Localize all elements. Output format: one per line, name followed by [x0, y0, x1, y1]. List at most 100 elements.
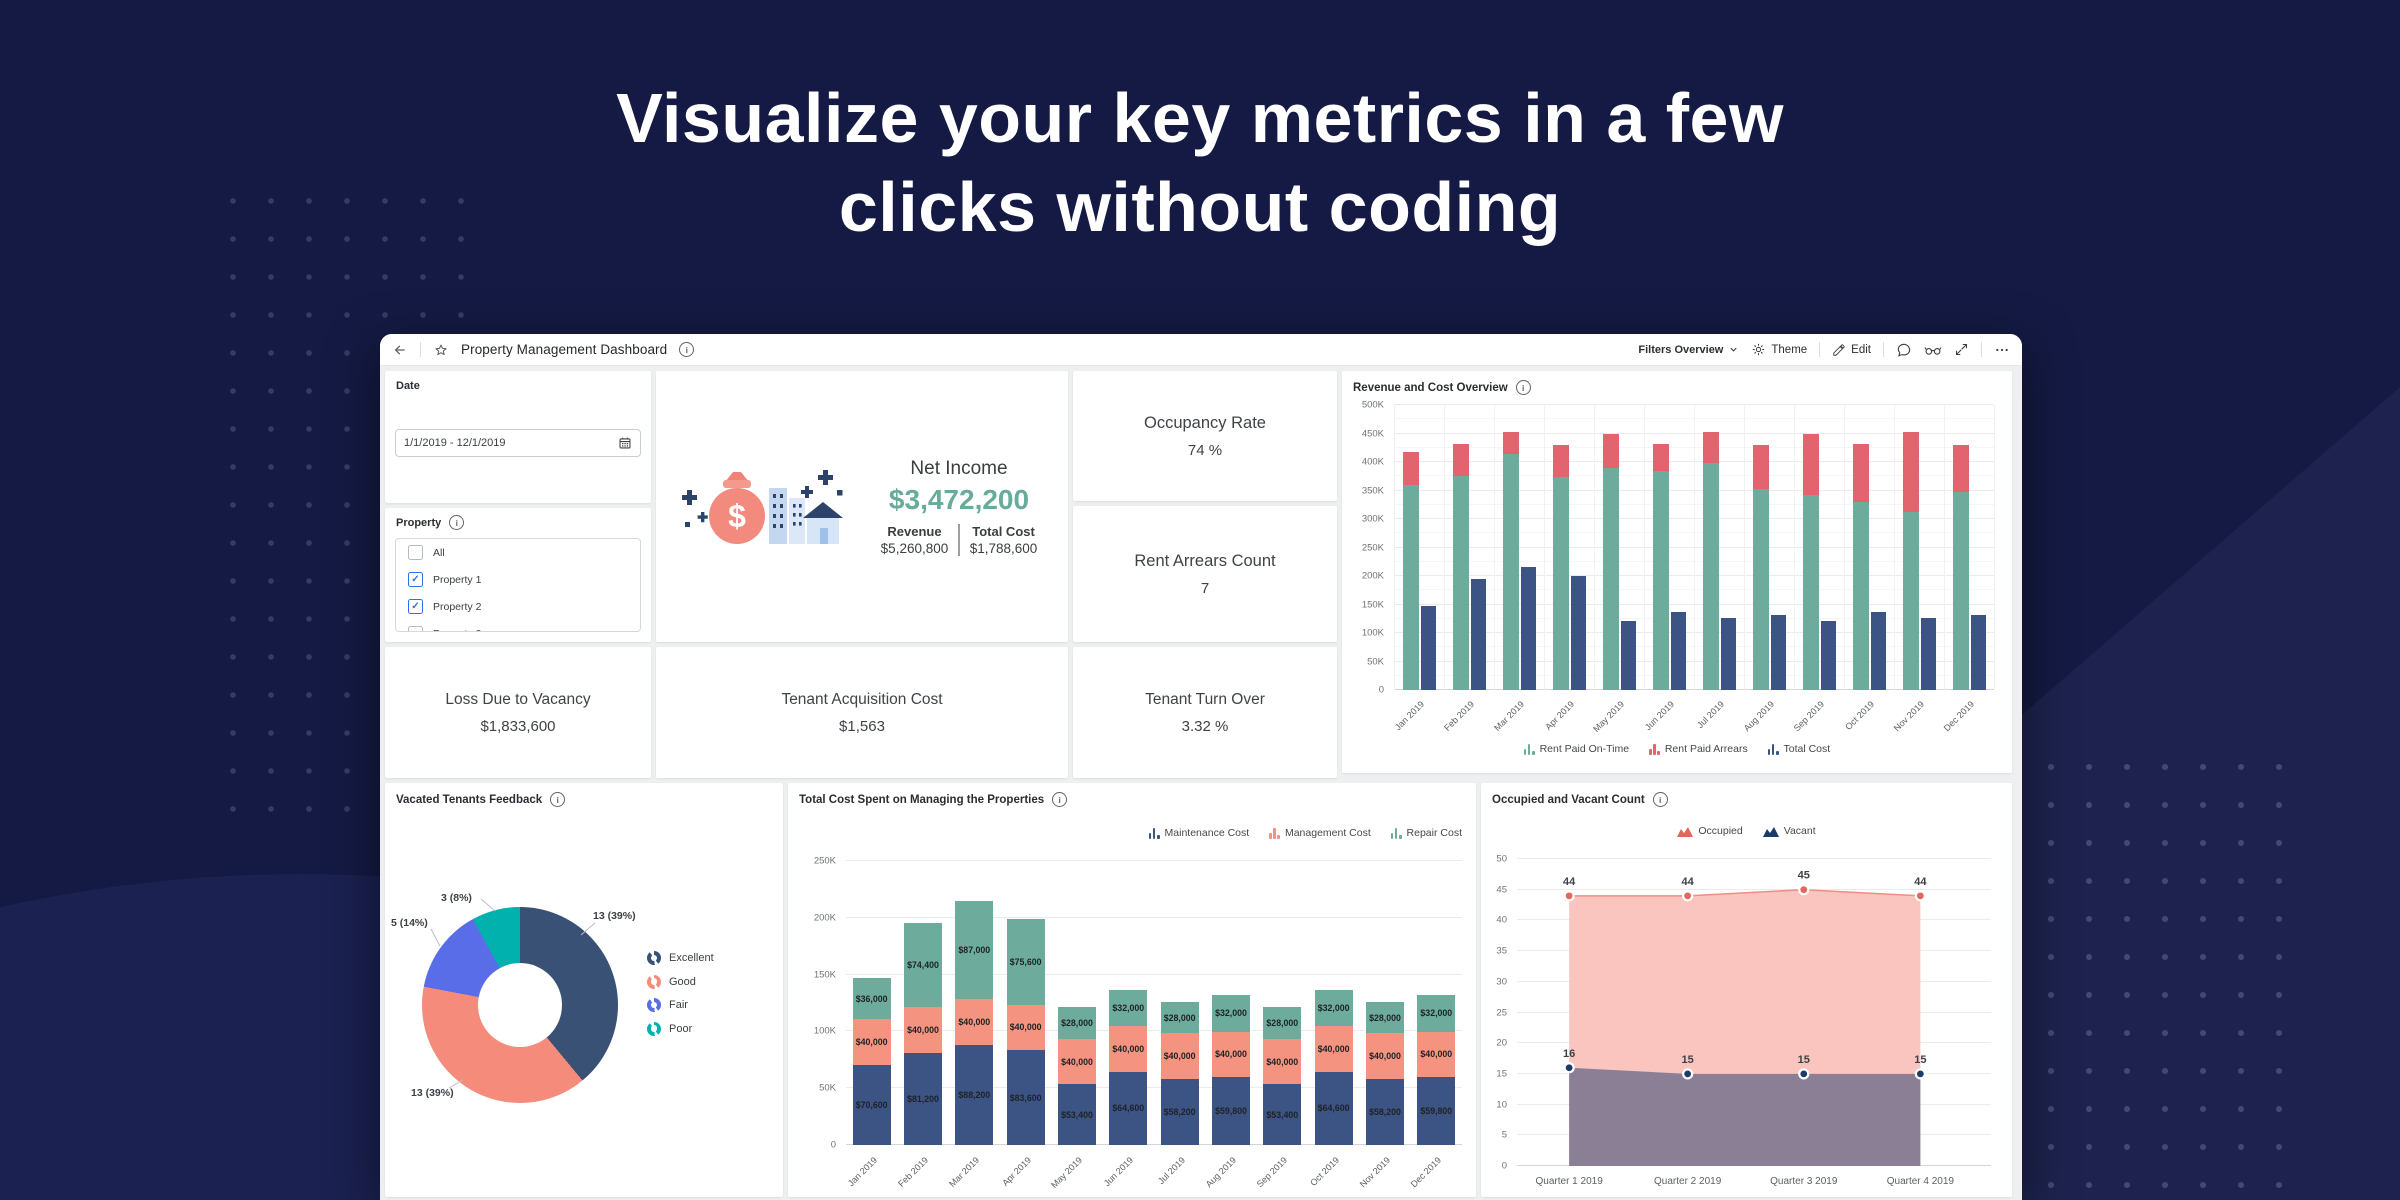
management-cost-segment: $40,000 [1109, 1026, 1148, 1072]
revenue-chart-legend: Rent Paid On-Time Rent Paid Arrears Total … [1342, 743, 2012, 755]
y-tick-label: 10 [1496, 1099, 1507, 1111]
legend-item[interactable]: Fair [647, 998, 714, 1012]
cost-stacked-bar: $32,000 $40,000 $59,800 [1417, 861, 1456, 1145]
rent-ontime-segment [1603, 468, 1619, 690]
property-options-list: All ✓ Property 1 ✓ Property 2 Property 3 [395, 538, 641, 632]
date-range-input[interactable]: 1/1/2019 - 12/1/2019 [395, 429, 641, 457]
total-cost-bar [1621, 620, 1636, 690]
theme-button[interactable]: Theme [1751, 342, 1807, 357]
donut-chart-info-icon[interactable]: i [550, 792, 566, 807]
net-income-value: $3,472,200 [888, 483, 1030, 515]
y-tick-label: 5 [1501, 1129, 1507, 1141]
maintenance-cost-segment: $64,600 [1109, 1071, 1148, 1145]
data-point-marker [1914, 890, 1926, 902]
legend-item[interactable]: Repair Cost [1390, 827, 1462, 839]
legend-bar-icon [1269, 827, 1280, 839]
tenant-acquisition-card: Tenant Acquisition Cost $1,563 [656, 647, 1068, 778]
favorite-star-icon[interactable] [433, 342, 449, 358]
comment-icon[interactable] [1896, 342, 1912, 358]
legend-item[interactable]: Total Cost [1767, 743, 1830, 755]
y-tick-label: 0 [830, 1139, 836, 1151]
legend-item[interactable]: Vacant [1762, 825, 1816, 837]
repair-cost-segment: $75,600 [1006, 918, 1045, 1005]
total-cost-bar [1971, 614, 1986, 690]
cost-chart-info-icon[interactable]: i [1052, 792, 1068, 807]
gridline [846, 860, 1462, 861]
dashboard-toolbar: Property Management Dashboard i Filters … [380, 334, 2022, 366]
total-cost-bar [1571, 576, 1586, 690]
property-checkbox[interactable]: ✓ [408, 599, 423, 614]
legend-label: Rent Paid On-Time [1539, 743, 1630, 755]
cost-chart-yaxis: 0 50K 100K 150K 200K 250K [796, 856, 842, 1151]
legend-item[interactable]: Maintenance Cost [1148, 827, 1250, 839]
net-income-card: $ [656, 371, 1068, 642]
x-tick-label: Jan 2019 [1392, 699, 1427, 733]
x-tick-label: Apr 2019 [999, 1155, 1033, 1188]
bar-group: $28,000 $40,000 $53,400 [1051, 861, 1102, 1145]
bar-group [1944, 405, 1995, 690]
area-chart-xlabels: Quarter 1 2019 Quarter 2 2019 Quarter 3 20… [1517, 1172, 1991, 1192]
legend-label: Good [669, 975, 696, 988]
property-option-row[interactable]: All [396, 539, 640, 566]
legend-item[interactable]: Rent Paid Arrears [1649, 743, 1748, 755]
dashboard-content: Date 1/1/2019 - 12/1/2019 Property i All… [380, 366, 2022, 1200]
legend-item[interactable]: Excellent [647, 951, 714, 965]
occupied-vacant-card: Occupied and Vacant Count i Occupied Vaca… [1481, 783, 2012, 1197]
bar-group: $28,000 $40,000 $58,200 [1154, 861, 1205, 1145]
edit-button[interactable]: Edit [1832, 343, 1871, 357]
legend-label: Maintenance Cost [1164, 827, 1250, 839]
dashboard-info-icon[interactable]: i [679, 342, 695, 357]
view-glasses-icon[interactable] [1924, 343, 1942, 357]
legend-area-icon [1677, 826, 1694, 837]
area-chart-info-icon[interactable]: i [1652, 792, 1668, 807]
property-checkbox[interactable]: ✓ [408, 572, 423, 587]
toolbar-divider [1819, 342, 1821, 357]
maintenance-cost-segment: $59,800 [1417, 1077, 1456, 1145]
total-cost-bar [1821, 620, 1836, 690]
pencil-icon [1832, 343, 1846, 357]
management-cost-segment: $40,000 [955, 999, 994, 1045]
property-info-icon[interactable]: i [449, 515, 465, 530]
more-menu-icon[interactable] [1994, 342, 2010, 358]
bar-group [1394, 405, 1445, 690]
property-option-row[interactable]: ✓ Property 1 [396, 566, 640, 593]
x-tick-label: Aug 2019 [1741, 699, 1777, 734]
x-tick-label: Nov 2019 [1891, 699, 1927, 734]
cost-stacked-bar: $74,400 $40,000 $81,200 [903, 861, 942, 1145]
revenue-stacked-bar [1453, 405, 1469, 690]
property-filter-card: Property i All ✓ Property 1 ✓ Property 2 Prop… [385, 508, 651, 642]
feedback-donut [422, 907, 618, 1103]
x-tick-label: Jul 2019 [1694, 699, 1727, 731]
y-tick-label: 45 [1496, 884, 1507, 896]
legend-item[interactable]: Occupied [1677, 825, 1743, 837]
area-chart-yaxis: 0 5 10 15 20 25 30 35 40 45 50 [1481, 854, 1513, 1172]
data-point-label: 15 [1914, 1054, 1926, 1066]
calendar-icon[interactable] [618, 436, 632, 450]
total-cost-bar [1471, 578, 1486, 690]
total-cost-bar [1921, 618, 1936, 690]
revenue-chart-info-icon[interactable]: i [1515, 380, 1531, 395]
property-option-row[interactable]: Property 3 [396, 620, 640, 631]
legend-item[interactable]: Good [647, 974, 714, 989]
management-cost-segment: $40,000 [1417, 1031, 1456, 1078]
property-checkbox[interactable] [408, 545, 423, 560]
property-option-row[interactable]: ✓ Property 2 [396, 593, 640, 620]
maintenance-cost-segment: $81,200 [903, 1052, 942, 1145]
y-tick-label: 100K [1361, 627, 1384, 639]
x-tick-label: Jun 2019 [1102, 1155, 1136, 1189]
legend-item[interactable]: Poor [647, 1021, 714, 1036]
legend-item[interactable]: Rent Paid On-Time [1523, 743, 1630, 755]
legend-item[interactable]: Management Cost [1269, 827, 1371, 839]
back-icon[interactable] [392, 342, 408, 358]
expand-icon[interactable] [1954, 342, 1969, 357]
maintenance-cost-segment: $53,400 [1263, 1084, 1302, 1145]
y-tick-label: 350K [1361, 485, 1384, 496]
gridline [1517, 980, 1991, 982]
maintenance-cost-segment: $83,600 [1006, 1050, 1045, 1145]
y-tick-label: 20 [1496, 1037, 1507, 1049]
management-cost-segment: $40,000 [903, 1007, 942, 1053]
property-checkbox[interactable] [408, 626, 423, 631]
filters-overview-label: Filters Overview [1638, 343, 1724, 356]
y-tick-label: 50K [1367, 656, 1384, 667]
filters-overview-button[interactable]: Filters Overview [1638, 344, 1739, 356]
